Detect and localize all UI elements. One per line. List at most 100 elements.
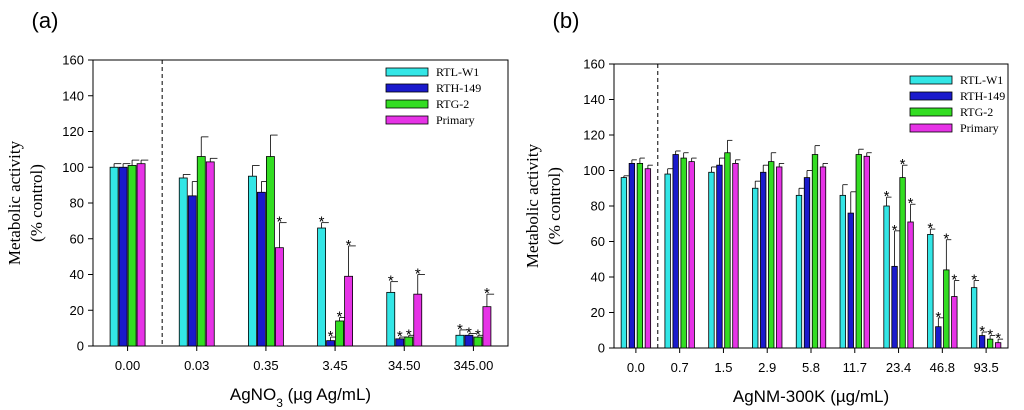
bar-primary bbox=[732, 162, 739, 349]
chart-panel-1: (a) 0 20 40 60 80 100 120 140 160 Metabolic activi… bbox=[5, 8, 509, 410]
significance-star: * bbox=[388, 273, 394, 290]
y-tick-label: 0 bbox=[77, 339, 84, 354]
y-tick-label: 160 bbox=[62, 53, 84, 68]
x-axis-label-main: AgNM-300K (µg/mL) bbox=[733, 387, 889, 406]
y-tick-label: 40 bbox=[591, 270, 605, 285]
legend-swatch bbox=[385, 67, 429, 77]
x-axis-label-rest: (µg Ag/mL) bbox=[283, 385, 371, 404]
significance-star: * bbox=[337, 308, 343, 325]
legend-label: Primary bbox=[436, 113, 475, 127]
legend-swatch bbox=[385, 115, 429, 125]
x-tick-label: 34.50 bbox=[388, 358, 421, 373]
legend-swatch bbox=[385, 83, 429, 93]
bar-rtg-2 bbox=[768, 161, 775, 349]
x-axis-label-subscript: 3 bbox=[276, 396, 283, 410]
bar-primary bbox=[136, 163, 146, 347]
y-tick-label: 140 bbox=[62, 88, 84, 103]
x-tick-label: 345.00 bbox=[454, 358, 494, 373]
bar-rtg-2 bbox=[636, 162, 644, 349]
significance-star: * bbox=[987, 327, 993, 344]
x-axis-label-main: AgNO bbox=[230, 385, 276, 404]
bar-rth-149 bbox=[672, 154, 679, 349]
bar-primary bbox=[644, 168, 652, 349]
y-tick-label: 140 bbox=[583, 92, 605, 107]
legend-label: RTH-149 bbox=[436, 81, 481, 95]
legend-swatch bbox=[909, 123, 953, 133]
significance-star: * bbox=[415, 266, 421, 283]
y-axis-label: (% control) bbox=[27, 164, 46, 242]
significance-star: * bbox=[475, 326, 481, 343]
legend: RTL-W1 RTH-149 RTG-2 Primary bbox=[909, 73, 1005, 135]
bar-rtl-w1 bbox=[795, 194, 803, 349]
significance-star: * bbox=[951, 272, 957, 289]
legend-label: RTG-2 bbox=[960, 105, 993, 119]
significance-star: * bbox=[884, 188, 890, 205]
bar-rtl-w1 bbox=[927, 233, 934, 349]
significance-star: * bbox=[276, 214, 282, 231]
bar-rtl-w1 bbox=[317, 227, 326, 347]
x-tick-label: 23.4 bbox=[886, 360, 911, 375]
bar-primary bbox=[951, 296, 958, 349]
legend: RTL-W1 RTH-149 RTG-2 Primary bbox=[385, 65, 481, 127]
bar-rtg-2 bbox=[943, 269, 950, 349]
y-tick-label: 80 bbox=[591, 199, 605, 214]
y-axis-label: Metabolic activity bbox=[5, 140, 24, 265]
x-axis-label: AgNO3 (µg Ag/mL) bbox=[230, 385, 371, 410]
y-tick-label: 20 bbox=[70, 303, 84, 318]
y-tick-label: 20 bbox=[591, 305, 605, 320]
significance-star: * bbox=[406, 326, 412, 343]
y-tick-label: 100 bbox=[583, 163, 605, 178]
legend-swatch bbox=[909, 75, 953, 85]
panel-label: (b) bbox=[553, 8, 580, 33]
bar-primary bbox=[482, 306, 492, 347]
x-tick-label: 0.00 bbox=[115, 358, 140, 373]
bar-primary bbox=[776, 166, 783, 349]
bar-rtl-w1 bbox=[839, 194, 846, 349]
bar-rth-149 bbox=[760, 171, 767, 349]
x-tick-label: 0.7 bbox=[671, 360, 689, 375]
y-tick-label: 80 bbox=[70, 196, 84, 211]
legend-label: Primary bbox=[960, 121, 999, 135]
bar-rtg-2 bbox=[899, 177, 906, 349]
y-tick-label: 60 bbox=[591, 234, 605, 249]
bar-rth-149 bbox=[118, 166, 128, 347]
bar-primary bbox=[413, 293, 423, 347]
bar-rtl-w1 bbox=[752, 187, 759, 349]
x-axis-label: AgNM-300K (µg/mL) bbox=[733, 387, 889, 406]
legend-swatch bbox=[385, 99, 429, 109]
bar-primary bbox=[205, 161, 215, 347]
x-tick-label: 0.0 bbox=[627, 360, 645, 375]
bar-rtl-w1 bbox=[109, 166, 119, 347]
x-tick-label: 1.5 bbox=[714, 360, 732, 375]
bar-rth-149 bbox=[935, 326, 942, 349]
bar-rtl-w1 bbox=[883, 205, 890, 349]
y-axis-label: Metabolic activity bbox=[523, 143, 542, 268]
bar-rtg-2 bbox=[811, 154, 819, 349]
bar-rth-149 bbox=[716, 164, 723, 349]
significance-star: * bbox=[346, 237, 352, 254]
x-tick-label: 0.35 bbox=[253, 358, 278, 373]
legend-label: RTH-149 bbox=[960, 89, 1005, 103]
bar-rtl-w1 bbox=[620, 177, 628, 349]
significance-star: * bbox=[900, 156, 906, 173]
significance-star: * bbox=[979, 323, 985, 340]
y-tick-label: 120 bbox=[62, 124, 84, 139]
bar-rth-149 bbox=[847, 212, 854, 349]
bar-rtl-w1 bbox=[248, 175, 257, 347]
x-tick-label: 11.7 bbox=[843, 360, 867, 375]
significance-star: * bbox=[397, 328, 403, 345]
significance-star: * bbox=[935, 309, 941, 326]
y-tick-label: 0 bbox=[598, 341, 605, 356]
bar-rtl-w1 bbox=[386, 291, 396, 347]
significance-star: * bbox=[457, 321, 463, 338]
legend-swatch bbox=[909, 91, 953, 101]
x-tick-label: 2.9 bbox=[758, 360, 776, 375]
y-tick-label: 100 bbox=[62, 160, 84, 175]
x-tick-label: 5.8 bbox=[802, 360, 820, 375]
y-tick-label: 160 bbox=[583, 57, 605, 72]
significance-star: * bbox=[484, 285, 490, 302]
bar-rtg-2 bbox=[855, 154, 862, 349]
significance-star: * bbox=[892, 222, 898, 239]
significance-star: * bbox=[971, 272, 977, 289]
